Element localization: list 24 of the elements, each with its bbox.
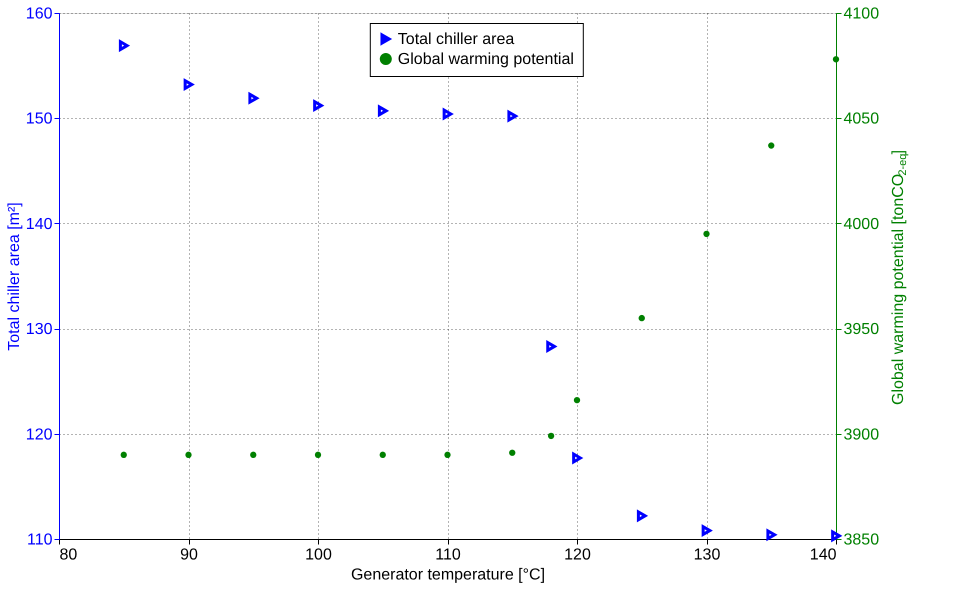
y-tick-label: 150 (26, 110, 53, 128)
y2-tick-label: 3850 (844, 532, 880, 548)
x-tick-label: 80 (60, 546, 78, 564)
x-tick-label: 130 (694, 546, 720, 564)
y2-tick-label: 4050 (844, 110, 880, 128)
y2-axis-title: Global warming potential [tonCO2-eq] (890, 150, 909, 405)
x-tick-label: 110 (435, 546, 461, 564)
x-tick-label: 90 (180, 546, 198, 564)
y-axis-title: Total chiller area [m²] (6, 202, 23, 351)
y-tick-label: 140 (26, 216, 53, 233)
legend-label: Total chiller area (398, 31, 514, 48)
x-tick-label: 140 (810, 546, 837, 564)
y2-tick-label: 3950 (844, 321, 880, 338)
y2-tick-label: 4000 (844, 216, 880, 233)
x-tick-label: 100 (305, 546, 332, 564)
y2-tick-label: 3900 (844, 426, 880, 444)
legend-label: Global warming potential (398, 51, 574, 68)
y-tick-label: 110 (26, 532, 53, 548)
y-tick-label: 130 (26, 321, 53, 338)
x-tick-label: 120 (564, 546, 591, 564)
x-axis-title: Generator temperature [°C] (350, 566, 546, 584)
y2-tick-label: 4100 (844, 6, 880, 22)
y-tick-label: 120 (26, 426, 53, 444)
y-tick-label: 160 (26, 6, 53, 22)
